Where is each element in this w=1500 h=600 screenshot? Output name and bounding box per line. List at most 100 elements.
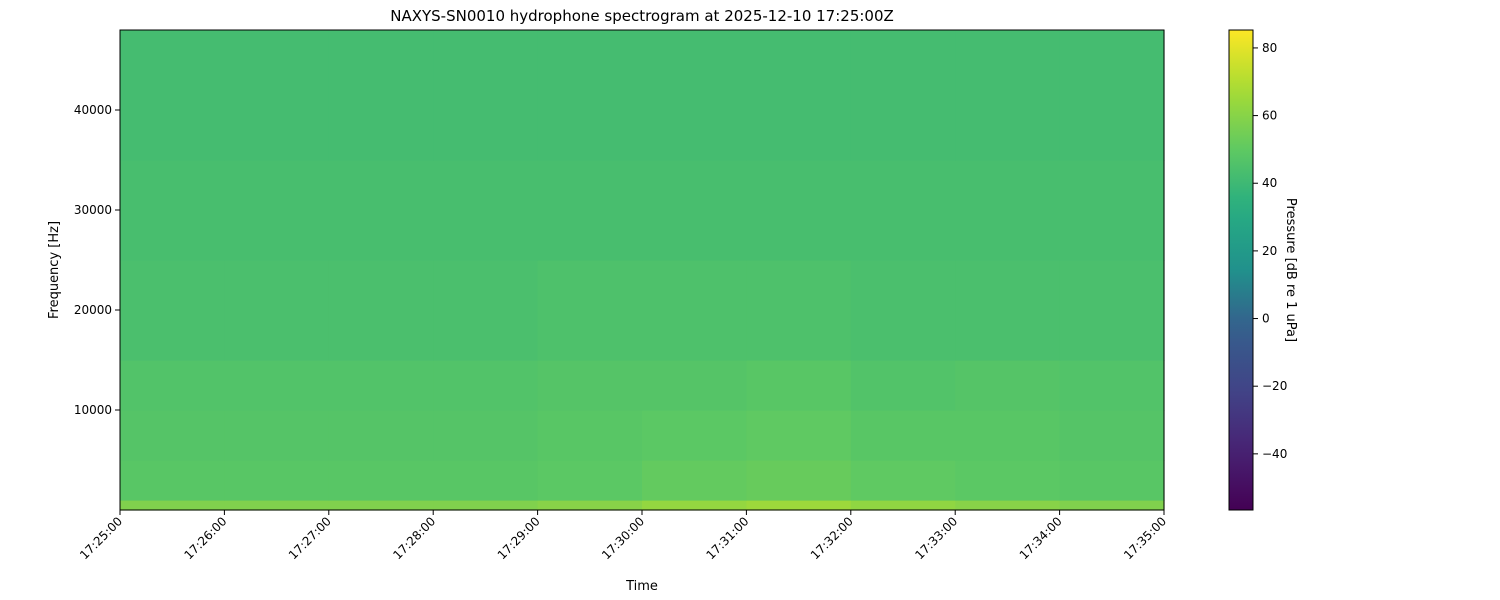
colorbar-label: Pressure [dB re 1 uPa] bbox=[1283, 198, 1298, 342]
heatmap-cell bbox=[850, 30, 956, 161]
heatmap-cell bbox=[746, 410, 852, 461]
colorbar-tick-label: −20 bbox=[1262, 379, 1287, 393]
heatmap-cell bbox=[1059, 30, 1165, 161]
heatmap-cell bbox=[120, 160, 225, 261]
heatmap-cell bbox=[537, 500, 643, 511]
heatmap-cell bbox=[1059, 460, 1165, 501]
y-tick-label: 20000 bbox=[74, 303, 112, 317]
heatmap-cell bbox=[537, 410, 643, 461]
colorbar-tick-label: 80 bbox=[1262, 41, 1277, 55]
colorbar bbox=[1228, 29, 1254, 511]
colorbar-tick-label: 0 bbox=[1262, 312, 1270, 326]
x-tick-label: 17:35:00 bbox=[1121, 514, 1169, 562]
heatmap-cell bbox=[746, 500, 852, 511]
heatmap-cell bbox=[537, 360, 643, 411]
heatmap-cell bbox=[328, 160, 434, 261]
heatmap-cell bbox=[224, 460, 330, 501]
heatmap-cell bbox=[328, 500, 434, 511]
heatmap-cell bbox=[850, 410, 956, 461]
heatmap-cell bbox=[328, 360, 434, 411]
x-tick-label: 17:32:00 bbox=[808, 514, 856, 562]
x-tick-label: 17:26:00 bbox=[182, 514, 230, 562]
heatmap-cell bbox=[746, 460, 852, 501]
heatmap-cell bbox=[224, 500, 330, 511]
heatmap-cell bbox=[955, 410, 1061, 461]
heatmap-cell bbox=[1059, 360, 1165, 411]
heatmap-cell bbox=[955, 500, 1061, 511]
colorbar-tick-label: 60 bbox=[1262, 109, 1277, 123]
y-tick-label: 40000 bbox=[74, 103, 112, 117]
heatmap-cell bbox=[955, 260, 1061, 361]
heatmap-cell bbox=[850, 460, 956, 501]
x-tick-label: 17:34:00 bbox=[1017, 514, 1065, 562]
y-axis: 10000 20000 30000 40000 bbox=[74, 103, 120, 417]
heatmap-cell bbox=[746, 360, 852, 411]
heatmap-cell bbox=[850, 160, 956, 261]
colorbar-axis: −40 −20 0 20 40 60 80 bbox=[1253, 41, 1287, 461]
heatmap-cell bbox=[537, 160, 643, 261]
heatmap-cell bbox=[120, 360, 225, 411]
heatmap-cell bbox=[224, 260, 330, 361]
heatmap-cell bbox=[433, 410, 539, 461]
heatmap-cell bbox=[955, 460, 1061, 501]
heatmap-cell bbox=[642, 410, 747, 461]
heatmap-cell bbox=[955, 160, 1061, 261]
heatmap-cell bbox=[1059, 500, 1165, 511]
heatmap-cell bbox=[642, 500, 747, 511]
heatmap-cell bbox=[433, 360, 539, 411]
heatmap-cell bbox=[328, 410, 434, 461]
heatmap-cell bbox=[642, 30, 747, 161]
heatmap-cell bbox=[433, 160, 539, 261]
x-tick-label: 17:31:00 bbox=[704, 514, 752, 562]
colorbar-tick-label: 20 bbox=[1262, 244, 1277, 258]
heatmap-cell bbox=[328, 30, 434, 161]
colorbar-tick-label: −40 bbox=[1262, 447, 1287, 461]
x-tick-label: 17:30:00 bbox=[599, 514, 647, 562]
heatmap-cells bbox=[120, 30, 1165, 511]
x-axis-label: Time bbox=[625, 579, 658, 594]
heatmap-cell bbox=[433, 30, 539, 161]
heatmap-cell bbox=[746, 260, 852, 361]
heatmap-cell bbox=[746, 160, 852, 261]
heatmap-cell bbox=[433, 500, 539, 511]
heatmap-cell bbox=[224, 360, 330, 411]
y-tick-label: 10000 bbox=[74, 403, 112, 417]
heatmap-cell bbox=[224, 160, 330, 261]
heatmap-cell bbox=[746, 30, 852, 161]
heatmap-cell bbox=[224, 410, 330, 461]
heatmap-cell bbox=[120, 30, 225, 161]
heatmap-cell bbox=[328, 460, 434, 501]
heatmap-cell bbox=[537, 460, 643, 501]
heatmap-cell bbox=[850, 360, 956, 411]
y-axis-label: Frequency [Hz] bbox=[47, 221, 62, 319]
heatmap-cell bbox=[120, 460, 225, 501]
x-tick-label: 17:29:00 bbox=[495, 514, 543, 562]
heatmap-cell bbox=[1059, 160, 1165, 261]
heatmap-cell bbox=[537, 30, 643, 161]
heatmap-cell bbox=[224, 30, 330, 161]
heatmap-cell bbox=[328, 260, 434, 361]
x-tick-label: 17:28:00 bbox=[390, 514, 438, 562]
heatmap-cell bbox=[433, 260, 539, 361]
heatmap-cell bbox=[642, 160, 747, 261]
heatmap-cell bbox=[850, 260, 956, 361]
x-axis: 17:25:00 17:26:00 17:27:00 17:28:00 17:29:00… bbox=[77, 510, 1169, 562]
heatmap-cell bbox=[537, 260, 643, 361]
heatmap-cell bbox=[850, 500, 956, 511]
heatmap-cell bbox=[642, 260, 747, 361]
heatmap-cell bbox=[120, 260, 225, 361]
heatmap-cell bbox=[120, 410, 225, 461]
x-tick-label: 17:25:00 bbox=[77, 514, 125, 562]
chart-title: NAXYS-SN0010 hydrophone spectrogram at 2… bbox=[390, 7, 894, 25]
heatmap-cell bbox=[642, 460, 747, 501]
heatmap-cell bbox=[120, 500, 225, 511]
y-tick-label: 30000 bbox=[74, 203, 112, 217]
heatmap-cell bbox=[433, 460, 539, 501]
x-tick-label: 17:33:00 bbox=[912, 514, 960, 562]
heatmap-cell bbox=[1059, 410, 1165, 461]
x-tick-label: 17:27:00 bbox=[286, 514, 334, 562]
colorbar-tick-label: 40 bbox=[1262, 176, 1277, 190]
heatmap-cell bbox=[1059, 260, 1165, 361]
